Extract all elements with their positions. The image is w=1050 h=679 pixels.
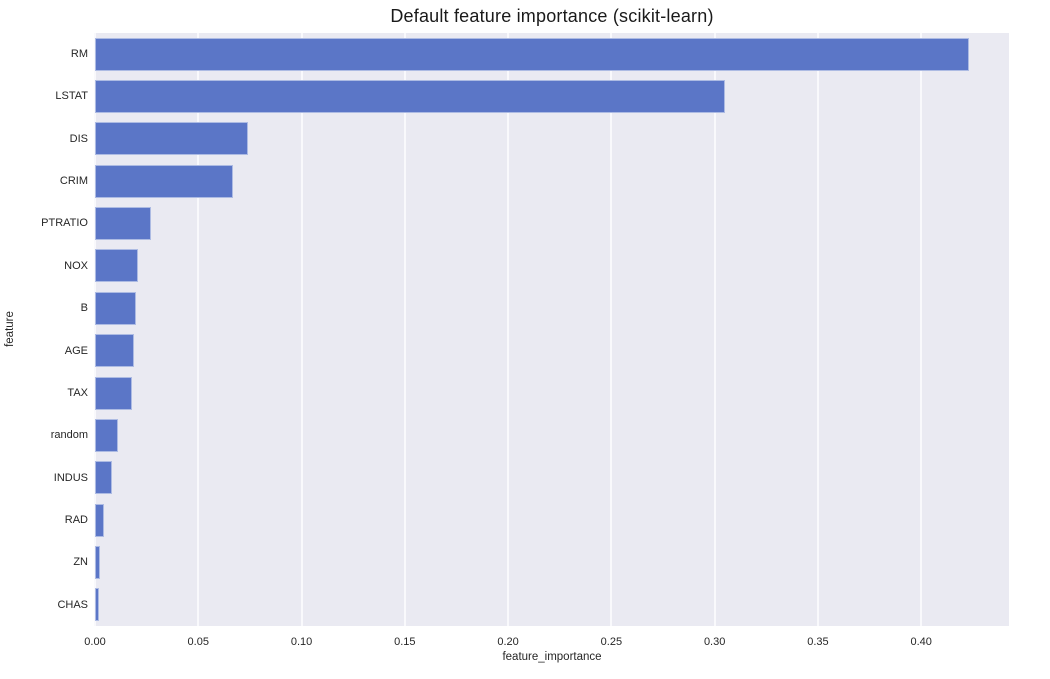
gridline xyxy=(610,33,613,626)
bar-chas xyxy=(95,588,100,622)
y-tick-label-age: AGE xyxy=(64,344,88,357)
y-tick-label-nox: NOX xyxy=(64,259,88,272)
bar-tax xyxy=(95,376,133,410)
bar-crim xyxy=(95,164,234,198)
y-tick-label-random: random xyxy=(50,429,88,442)
gridline xyxy=(403,33,406,626)
y-tick-label-rm: RM xyxy=(70,48,88,60)
x-tick-label-0.15: 0.15 xyxy=(394,636,416,648)
bar-b xyxy=(95,291,137,325)
bar-rad xyxy=(95,503,105,537)
x-tick-label-0.25: 0.25 xyxy=(600,636,623,648)
bar-random xyxy=(95,418,118,452)
x-tick-label-0.20: 0.20 xyxy=(497,636,519,648)
bar-zn xyxy=(95,545,101,579)
plot-area xyxy=(94,33,1009,626)
gridline xyxy=(300,33,303,626)
x-tick-labels: 0.00 0.05 0.10 0.15 0.20 0.25 0.30 0.35 0.40 xyxy=(0,636,1050,650)
y-tick-label-dis: DIS xyxy=(69,132,88,145)
y-tick-label-ptratio: PTRATIO xyxy=(41,217,88,230)
x-tick-label-0.40: 0.40 xyxy=(910,636,932,648)
x-tick-label-0.10: 0.10 xyxy=(290,636,313,648)
y-tick-label-rad: RAD xyxy=(64,513,88,526)
y-tick-label-chas: CHAS xyxy=(57,598,88,611)
x-tick-label-0.00: 0.00 xyxy=(84,636,106,648)
y-tick-label-lstat: LSTAT xyxy=(55,90,88,103)
gridline xyxy=(816,33,819,626)
x-axis-label: feature_importance xyxy=(502,651,602,663)
bar-dis xyxy=(95,122,248,156)
chart-title: Default feature importance (scikit-learn… xyxy=(390,6,714,26)
y-tick-label-zn: ZN xyxy=(73,556,88,569)
gridline xyxy=(920,33,923,626)
y-tick-label-b: B xyxy=(80,302,88,315)
x-tick-label-0.05: 0.05 xyxy=(187,636,209,648)
x-tick-label-0.30: 0.30 xyxy=(703,636,726,648)
gridline xyxy=(94,33,96,626)
y-tick-label-tax: TAX xyxy=(67,386,88,399)
x-tick-label-0.35: 0.35 xyxy=(807,636,829,648)
gridline xyxy=(197,33,200,626)
y-tick-labels: RM LSTAT DIS CRIM PTRATIO NOX B AGE TAX random IND… xyxy=(0,33,88,626)
bar-rm xyxy=(95,37,969,71)
bar-ptratio xyxy=(95,207,151,241)
bar-indus xyxy=(95,461,112,495)
bar-age xyxy=(95,334,135,368)
bar-lstat xyxy=(95,80,725,114)
y-tick-label-crim: CRIM xyxy=(59,175,88,188)
bar-nox xyxy=(95,249,139,283)
gridline xyxy=(713,33,716,626)
y-tick-label-indus: INDUS xyxy=(53,471,88,484)
gridline xyxy=(507,33,510,626)
